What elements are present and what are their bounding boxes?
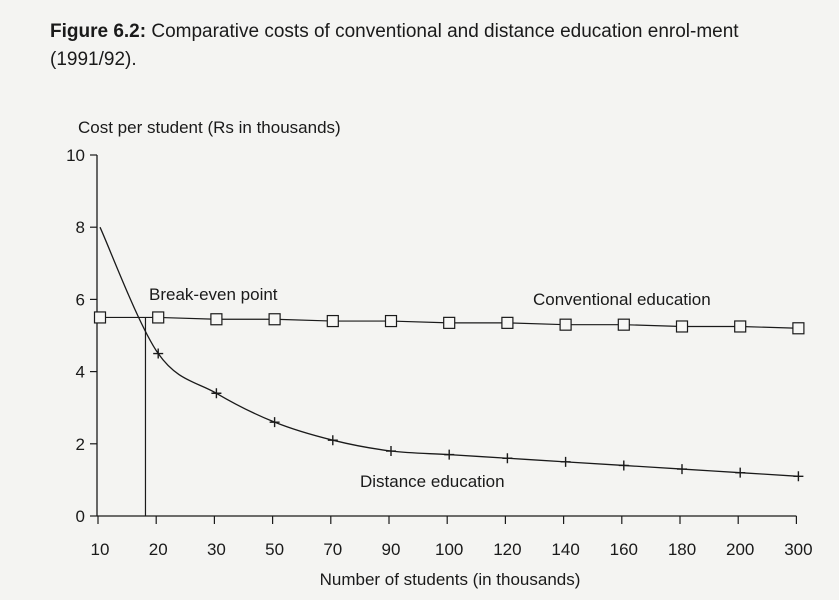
y-tick-label: 6 — [76, 290, 85, 309]
distance-education-point — [560, 456, 571, 467]
x-tick-label: 70 — [323, 540, 342, 559]
distance-education-point — [502, 453, 513, 464]
x-tick-label: 90 — [382, 540, 401, 559]
x-tick-label: 100 — [435, 540, 463, 559]
conventional-education-point — [152, 311, 165, 324]
y-tick-label: 2 — [76, 435, 85, 454]
distance-education-point — [444, 449, 455, 460]
y-tick-label: 4 — [76, 363, 85, 382]
y-tick-label: 0 — [76, 507, 85, 526]
distance-education-curve — [99, 226, 799, 477]
conventional-education-point — [675, 320, 689, 333]
conventional-education-point — [384, 314, 398, 328]
distance-education-point — [327, 435, 338, 446]
y-axis-label: Cost per student (Rs in thousands) — [78, 118, 341, 137]
distance-education-point — [386, 446, 396, 457]
conventional-education-point — [443, 316, 456, 329]
figure-caption: Figure 6.2: Comparative costs of convent… — [50, 18, 810, 74]
x-tick-label: 200 — [726, 540, 754, 559]
x-tick-label: 140 — [551, 540, 579, 559]
distance-education-point — [618, 460, 629, 471]
distance-education-point — [735, 467, 746, 478]
distance-education-point — [153, 348, 164, 359]
conventional-education-point — [501, 316, 514, 329]
conventional-education-point — [93, 311, 107, 324]
x-tick-label: 160 — [610, 540, 638, 559]
x-tick-label: 120 — [493, 540, 521, 559]
distance-education-point — [211, 388, 222, 399]
conventional-education-point — [559, 318, 572, 331]
break-even-point-label: Break-even point — [149, 285, 278, 304]
conventional-education-point — [268, 313, 281, 326]
axes: 0 2 4 6 8 10 10 20 30 50 70 90 100 120 140 160 180 200 300 — [66, 146, 813, 559]
x-tick-label: 20 — [149, 540, 168, 559]
x-tick-label: 30 — [207, 540, 226, 559]
chart-marks — [93, 226, 805, 516]
x-tick-label: 10 — [91, 540, 110, 559]
x-tick-label: 180 — [668, 540, 696, 559]
x-tick-label: 50 — [265, 540, 284, 559]
conventional-education-point — [326, 314, 339, 328]
distance-education-point — [793, 471, 804, 482]
figure-label: Figure 6.2: — [50, 21, 147, 42]
x-axis-label: Number of students (in thousands) — [320, 570, 581, 589]
conventional-education-label: Conventional education — [533, 290, 711, 309]
y-tick-label: 10 — [66, 146, 85, 165]
distance-education-point — [269, 417, 280, 428]
conventional-education-point — [792, 322, 805, 335]
x-tick-label: 300 — [784, 540, 812, 559]
distance-education-label: Distance education — [360, 472, 505, 491]
figure-caption-text: Comparative costs of conventional and di… — [50, 21, 739, 70]
conventional-education-point — [210, 313, 223, 326]
y-tick-label: 8 — [76, 218, 85, 237]
conventional-education-point — [617, 318, 630, 331]
conventional-education-point — [734, 320, 747, 333]
distance-education-point — [677, 464, 687, 475]
